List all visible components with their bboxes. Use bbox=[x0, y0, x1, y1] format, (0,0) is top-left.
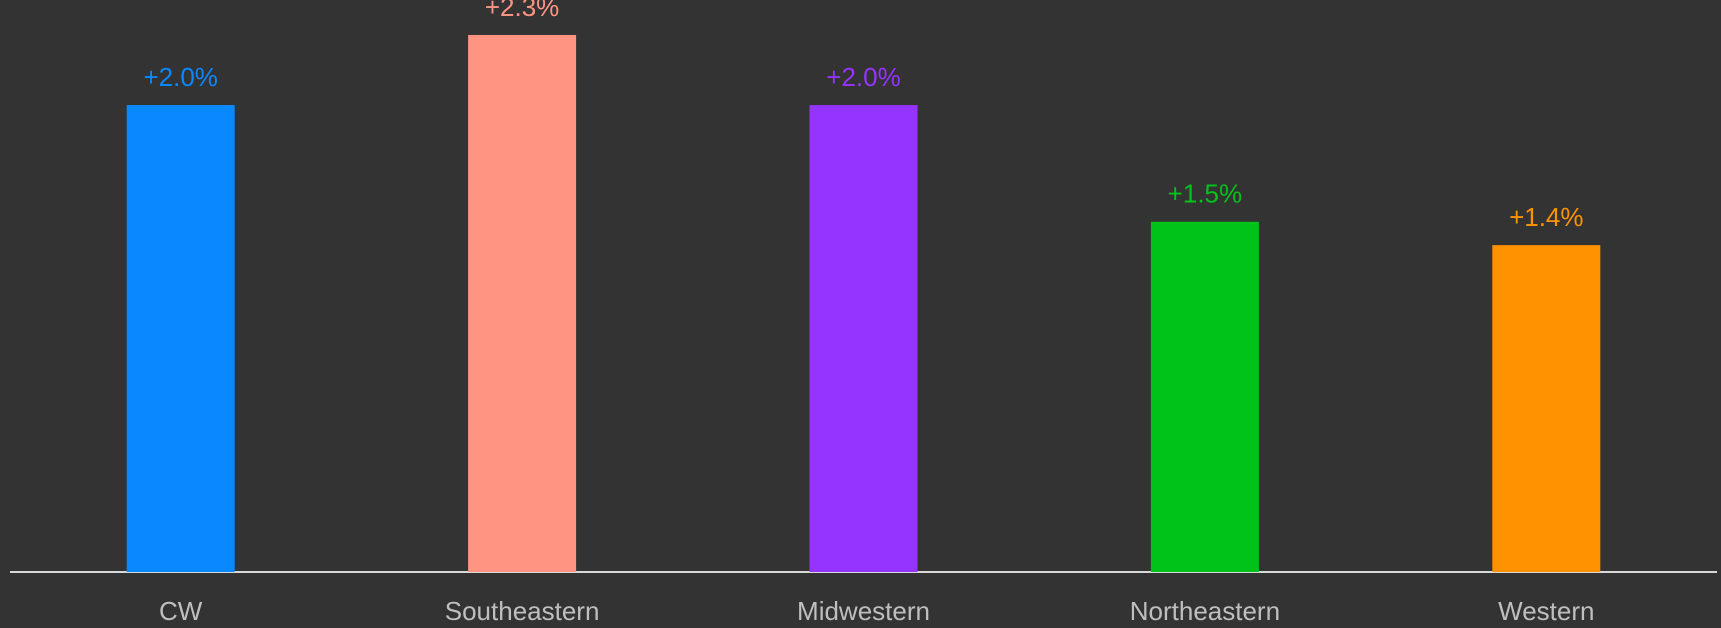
x-tick-label: Midwestern bbox=[797, 596, 930, 626]
bar bbox=[1492, 245, 1601, 572]
bar bbox=[468, 35, 577, 572]
bar bbox=[1150, 221, 1259, 573]
value-label: +2.0% bbox=[826, 62, 900, 92]
value-label: +1.4% bbox=[1509, 202, 1583, 232]
value-label: +1.5% bbox=[1168, 179, 1242, 209]
x-tick-label: CW bbox=[159, 596, 203, 626]
x-tick-label: Northeastern bbox=[1130, 596, 1280, 626]
value-label: +2.0% bbox=[143, 62, 217, 92]
value-label: +2.3% bbox=[485, 0, 559, 22]
bar bbox=[126, 105, 235, 572]
bar bbox=[809, 105, 918, 572]
x-tick-label: Western bbox=[1498, 596, 1594, 626]
x-tick-label: Southeastern bbox=[445, 596, 600, 626]
